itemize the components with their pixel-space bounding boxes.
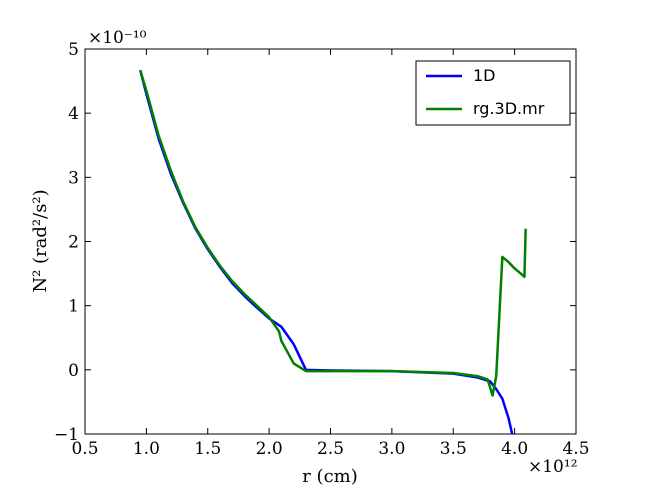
y-tick-label: 3 [68,168,79,188]
x-tick-label: 0.5 [71,439,98,459]
x-tick-label: 1.0 [133,439,160,459]
y-tick-label: 1 [68,297,79,317]
x-axis-label: r (cm) [302,466,358,487]
x-tick-label: 2.5 [317,439,344,459]
y-tick-label: 2 [68,233,79,253]
y-tick-label: 0 [68,361,79,381]
y-tick-label: −1 [54,425,79,445]
legend: 1D rg.3D.mr [415,60,571,126]
y-axis-ticks: −1 0 1 2 3 4 5 [54,40,576,445]
y-axis-multiplier: ×10⁻¹⁰ [88,28,147,48]
x-tick-label: 3.5 [440,439,467,459]
y-tick-label: 5 [68,40,79,60]
x-tick-label: 4.5 [562,439,589,459]
x-tick-label: 4.0 [501,439,528,459]
x-axis-multiplier: ×10¹² [528,457,578,477]
x-tick-label: 2.0 [256,439,283,459]
legend-label-rg3dmr: rg.3D.mr [473,99,545,118]
series-layer [139,69,527,434]
x-axis-ticks: 0.5 1.0 1.5 2.0 2.5 3.0 3.5 4.0 4.5 [71,49,590,459]
y-tick-label: 4 [68,104,79,124]
legend-box [415,60,571,126]
legend-label-1d: 1D [473,66,496,85]
y-axis-label: N² (rad²/s²) [30,189,51,292]
series-line-rg-3d-mr [139,69,527,397]
x-tick-label: 1.5 [194,439,221,459]
x-tick-label: 3.0 [378,439,405,459]
